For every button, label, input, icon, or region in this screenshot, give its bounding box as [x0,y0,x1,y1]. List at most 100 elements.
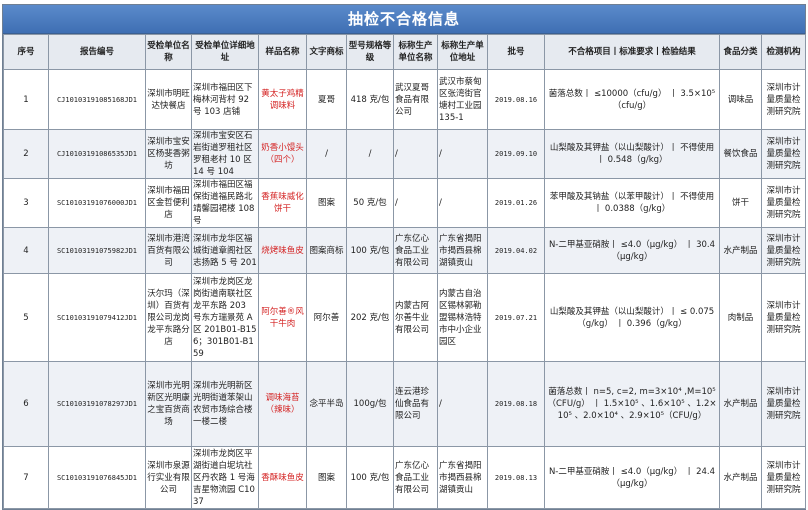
specification-cell: 100g/包 [346,361,394,447]
report-number-cell: SC10103191078297JD1 [48,361,146,447]
column-header-testing-institution: 检测机构 [761,34,806,70]
failed-item-result-cell: 山梨酸及其钾盐（以山梨酸计）丨 不得使用 丨 0.548（g/kg） [544,129,720,179]
report-number-cell: SC10103191075982JD1 [48,227,146,274]
specification-cell: 100 克/包 [346,227,394,274]
table-row: 1 CJ10103191085168JD1 深圳市明旺达快餐店 深圳市福田区下梅林河背… [3,69,806,130]
table-row: 7 SC10103191076845JD1 深圳市泉源行实业有限公司 深圳市龙岗区平湖… [3,446,806,509]
batch-number-cell: 2019.04.02 [487,227,545,274]
brand-cell: 图案商标 [306,227,347,274]
serial-number-cell: 3 [3,178,49,228]
inspected-unit-address-cell: 深圳市福田区福保街道福民路北靖馨园裙楼 108 号 [191,178,259,228]
table-header-row: 序号 报告编号 受检单位名称 受检单位详细地址 样品名称 文字商标 型号规格等级 标称生产单位… [3,34,806,70]
report-number-cell: SC10103191079412JD1 [48,273,146,362]
report-number-cell: CJ10103191085168JD1 [48,69,146,130]
manufacturer-address-cell: 武汉市蔡甸区张湾街官塘村工业园 135-1 [437,69,488,130]
manufacturer-name-cell: / [393,178,438,228]
column-header-failed-item-result: 不合格项目丨标准要求丨检验结果 [544,34,720,70]
column-header-serial-number: 序号 [3,34,49,70]
failed-item-result-cell: 苯甲酸及其钠盐（以苯甲酸计）丨 不得使用 丨 0.0388（g/kg） [544,178,720,228]
food-category-cell: 饼干 [719,178,762,228]
batch-number-cell: 2019.08.13 [487,446,545,509]
failed-item-result-cell: N-二甲基亚硝胺丨 ≤4.0（μg/kg） 丨 24.4（μg/kg） [544,446,720,509]
testing-institution-cell: 深圳市计量质量检测研究院 [761,361,806,447]
column-header-manufacturer-name: 标称生产单位名称 [393,34,438,70]
manufacturer-name-cell: 广东亿心食品工业有限公司 [393,446,438,509]
column-header-manufacturer-address: 标称生产单位地址 [437,34,488,70]
report-number-cell: CJ10103191086535JD1 [48,129,146,179]
specification-cell: 202 克/包 [346,273,394,362]
column-header-inspected-unit-name: 受检单位名称 [145,34,192,70]
failed-item-result-cell: N-二甲基亚硝胺丨 ≤4.0（μg/kg） 丨 30.4（μg/kg） [544,227,720,274]
manufacturer-address-cell: 广东省揭阳市揭西县棉湖镇贡山 [437,446,488,509]
manufacturer-address-cell: 内蒙古自治区锡林郭勒盟锡林浩特市中小企业园区 [437,273,488,362]
sample-name-cell: 香蕉味威化饼干 [258,178,307,228]
specification-cell: 100 克/包 [346,446,394,509]
testing-institution-cell: 深圳市计量质量检测研究院 [761,129,806,179]
sample-name-cell: 奶香小馒头（四个） [258,129,307,179]
manufacturer-address-cell: 广东省揭阳市揭西县棉湖镇贡山 [437,227,488,274]
inspected-unit-address-cell: 深圳市宝安区石岩街道罗租社区罗租老村 10 区 14 号 104 [191,129,259,179]
inspected-unit-name-cell: 深圳市港湾百货有限公司 [145,227,192,274]
manufacturer-address-cell: / [437,178,488,228]
table-row: 6 SC10103191078297JD1 深圳市光明新区光明康之宝百货商场 深圳市光… [3,361,806,447]
manufacturer-name-cell: 武汉夏哥食品有限公司 [393,69,438,130]
manufacturer-address-cell: / [437,361,488,447]
column-header-report-number: 报告编号 [48,34,146,70]
column-header-batch-number: 批号 [487,34,545,70]
inspected-unit-address-cell: 深圳市龙岗区平湖街道白坭坑社区丹农路 1 号海吉星物流园 C1037 [191,446,259,509]
table-row: 4 SC10103191075982JD1 深圳市港湾百货有限公司 深圳市龙华区福城街… [3,227,806,274]
sample-name-cell: 香酥味鱼皮 [258,446,307,509]
table-row: 2 CJ10103191086535JD1 深圳市宝安区杨斐香粥坊 深圳市宝安区石岩街… [3,129,806,179]
brand-cell: 阿尔善 [306,273,347,362]
batch-number-cell: 2019.01.26 [487,178,545,228]
inspected-unit-name-cell: 深圳市宝安区杨斐香粥坊 [145,129,192,179]
specification-cell: 418 克/包 [346,69,394,130]
specification-cell: 50 克/包 [346,178,394,228]
batch-number-cell: 2019.08.16 [487,69,545,130]
testing-institution-cell: 深圳市计量质量检测研究院 [761,69,806,130]
inspected-unit-address-cell: 深圳市龙岗区龙岗街道南联社区龙平东路 203 号东方瑞景苑 A 区 201B01… [191,273,259,362]
food-category-cell: 水产制品 [719,227,762,274]
food-category-cell: 餐饮食品 [719,129,762,179]
food-category-cell: 水产制品 [719,361,762,447]
report-number-cell: SC10103191076000JD1 [48,178,146,228]
report-number-cell: SC10103191076845JD1 [48,446,146,509]
testing-institution-cell: 深圳市计量质量检测研究院 [761,273,806,362]
table-row: 5 SC10103191079412JD1 沃尔玛（深圳）百货有限公司龙岗龙平东路分… [3,273,806,362]
failed-item-result-cell: 菌落总数丨 ≤10000（cfu/g） 丨 3.5×10⁵（cfu/g） [544,69,720,130]
batch-number-cell: 2019.07.21 [487,273,545,362]
food-category-cell: 肉制品 [719,273,762,362]
serial-number-cell: 4 [3,227,49,274]
inspected-unit-name-cell: 深圳市福田区金哲便利店 [145,178,192,228]
specification-cell: / [346,129,394,179]
column-header-specification: 型号规格等级 [346,34,394,70]
page-title: 抽检不合格信息 [3,5,805,34]
testing-institution-cell: 深圳市计量质量检测研究院 [761,178,806,228]
inspected-unit-address-cell: 深圳市光明新区光明街道苯架山农贸市场综合楼一楼二楼 [191,361,259,447]
manufacturer-name-cell: / [393,129,438,179]
serial-number-cell: 6 [3,361,49,447]
manufacturer-address-cell: / [437,129,488,179]
inspected-unit-address-cell: 深圳市福田区下梅林河背村 92 号 103 店铺 [191,69,259,130]
serial-number-cell: 7 [3,446,49,509]
serial-number-cell: 2 [3,129,49,179]
sample-name-cell: 黄太子鸡精调味料 [258,69,307,130]
inspected-unit-name-cell: 沃尔玛（深圳）百货有限公司龙岗龙平东路分店 [145,273,192,362]
brand-cell: 念平半岛 [306,361,347,447]
testing-institution-cell: 深圳市计量质量检测研究院 [761,227,806,274]
sample-name-cell: 阿尔善®风干牛肉 [258,273,307,362]
failed-inspection-table: 序号 报告编号 受检单位名称 受检单位详细地址 样品名称 文字商标 型号规格等级 标称生产单位… [3,34,806,509]
column-header-food-category: 食品分类 [719,34,762,70]
table-row: 3 SC10103191076000JD1 深圳市福田区金哲便利店 深圳市福田区福保街… [3,178,806,228]
batch-number-cell: 2019.09.10 [487,129,545,179]
failed-item-result-cell: 山梨酸及其钾盐（以山梨酸计）丨 ≤ 0.075（g/kg） 丨 0.396（g/… [544,273,720,362]
serial-number-cell: 1 [3,69,49,130]
inspected-unit-name-cell: 深圳市泉源行实业有限公司 [145,446,192,509]
testing-institution-cell: 深圳市计量质量检测研究院 [761,446,806,509]
manufacturer-name-cell: 内蒙古阿尔善牛业有限公司 [393,273,438,362]
brand-cell: 图案 [306,178,347,228]
manufacturer-name-cell: 连云港珍仙食品有限公司 [393,361,438,447]
column-header-brand: 文字商标 [306,34,347,70]
brand-cell: / [306,129,347,179]
brand-cell: 夏哥 [306,69,347,130]
